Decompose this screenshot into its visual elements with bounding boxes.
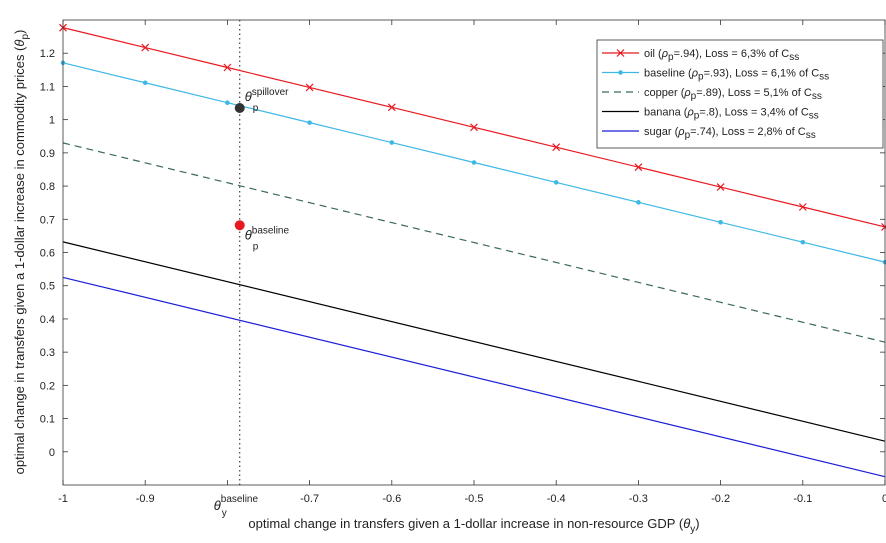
series-line-sugar <box>62 276 886 478</box>
ticks-layer: -1 -0.9 -0.7 -0.6 -0.5 -0.4 -0.3 -0.2 -0.1 0 0 0.1 0… <box>40 20 886 505</box>
data-point <box>223 63 232 72</box>
reference-line-layer: θbaseline y <box>214 20 259 519</box>
x-tick-label: -0.9 <box>136 493 155 505</box>
legend-label: sugar (ρp=.74), Loss = 2,8% of Css <box>644 126 816 141</box>
highlight-label-spillover: θspillover p <box>245 87 289 114</box>
y-tick-label: 0.1 <box>40 414 55 426</box>
x-axis-label: optimal change in transfers given a 1-do… <box>248 516 699 535</box>
plot-frame <box>62 19 886 486</box>
legend-item-copper: copper (ρp=.89), Loss = 5,1% of Css <box>602 87 822 102</box>
y-tick-label: 0.3 <box>40 347 55 359</box>
x-tick-label: -0.3 <box>629 493 648 505</box>
points-layer: θspillover p θbaseline p <box>234 87 290 252</box>
series-baseline <box>60 60 886 265</box>
y-axis-label-symbol-sub: p <box>20 34 31 40</box>
x-axis-label-text: optimal change in transfers given a 1-do… <box>248 516 675 531</box>
series-line-banana <box>62 241 886 442</box>
x-tick-label: -0.5 <box>465 493 484 505</box>
highlight-label-baseline: θbaseline p <box>245 225 290 252</box>
data-point <box>552 143 561 152</box>
data-point <box>387 103 396 112</box>
y-tick-label: 0.2 <box>40 380 55 392</box>
series-layer <box>59 23 886 478</box>
y-axis-label-text: optimal change in transfers given a 1-do… <box>12 54 27 474</box>
y-tick-label: 1.1 <box>40 81 55 93</box>
data-point <box>716 183 725 191</box>
x-axis-label-symbol: θ <box>683 516 690 531</box>
y-tick-label: 0 <box>49 447 55 459</box>
y-tick-label: 0.6 <box>40 248 55 260</box>
x-tick-label: 0 <box>882 493 886 505</box>
x-tick-label: -0.2 <box>711 493 730 505</box>
legend-label: oil (ρp=.94), Loss = 6,3% of Css <box>644 48 799 63</box>
x-tick-label: -0.1 <box>793 493 812 505</box>
legend-item-oil: oil (ρp=.94), Loss = 6,3% of Css <box>602 48 799 63</box>
data-point <box>798 203 807 211</box>
series-sugar <box>62 276 886 478</box>
data-point <box>718 219 723 225</box>
y-tick-label: 0.4 <box>40 314 55 326</box>
data-point <box>142 80 148 86</box>
y-tick-label: 0.5 <box>40 281 55 293</box>
data-point <box>636 200 641 205</box>
y-axis-label: optimal change in transfers given a 1-do… <box>12 30 31 475</box>
data-point <box>141 43 150 52</box>
legend-item-sugar: sugar (ρp=.74), Loss = 2,8% of Css <box>602 126 816 141</box>
y-tick-label: 0.8 <box>40 181 55 193</box>
data-point <box>389 140 395 145</box>
data-point <box>470 123 478 132</box>
data-point <box>800 239 806 245</box>
series-oil <box>59 23 886 231</box>
data-point <box>305 83 314 92</box>
data-point <box>307 120 312 125</box>
data-point <box>553 180 559 185</box>
x-tick-label: -1 <box>58 493 68 505</box>
data-point <box>225 100 230 106</box>
y-axis-label-symbol: θ <box>12 40 27 47</box>
legend-label: baseline (ρp=.93), Loss = 6,1% of Css <box>644 68 829 83</box>
legend-label: copper (ρp=.89), Loss = 5,1% of Css <box>644 87 822 102</box>
x-tick-label: -0.7 <box>300 493 319 505</box>
reference-line-label: θbaseline y <box>214 494 259 519</box>
y-tick-label: 1 <box>49 115 55 127</box>
highlight-point-spillover <box>234 103 245 114</box>
legend-item-baseline: baseline (ρp=.93), Loss = 6,1% of Css <box>602 68 829 83</box>
data-point <box>471 160 477 165</box>
y-tick-label: 1.2 <box>40 48 55 60</box>
legend: oil (ρp=.94), Loss = 6,3% of Css baseline… <box>596 39 884 149</box>
y-tick-label: 0.7 <box>40 214 55 226</box>
data-point <box>634 163 643 172</box>
highlight-point-baseline <box>234 220 245 231</box>
legend-box <box>596 39 884 149</box>
series-banana <box>62 241 886 442</box>
series-line-copper <box>62 142 886 343</box>
legend-label: banana (ρp=.8), Loss = 3,4% of Css <box>644 107 819 122</box>
x-axis-label-symbol-sub: y <box>690 524 695 535</box>
y-tick-label: 0.9 <box>40 148 55 160</box>
x-tick-label: -0.6 <box>382 493 401 505</box>
series-copper <box>62 142 886 343</box>
legend-item-banana: banana (ρp=.8), Loss = 3,4% of Css <box>602 107 819 122</box>
x-tick-label: -0.4 <box>547 493 566 505</box>
